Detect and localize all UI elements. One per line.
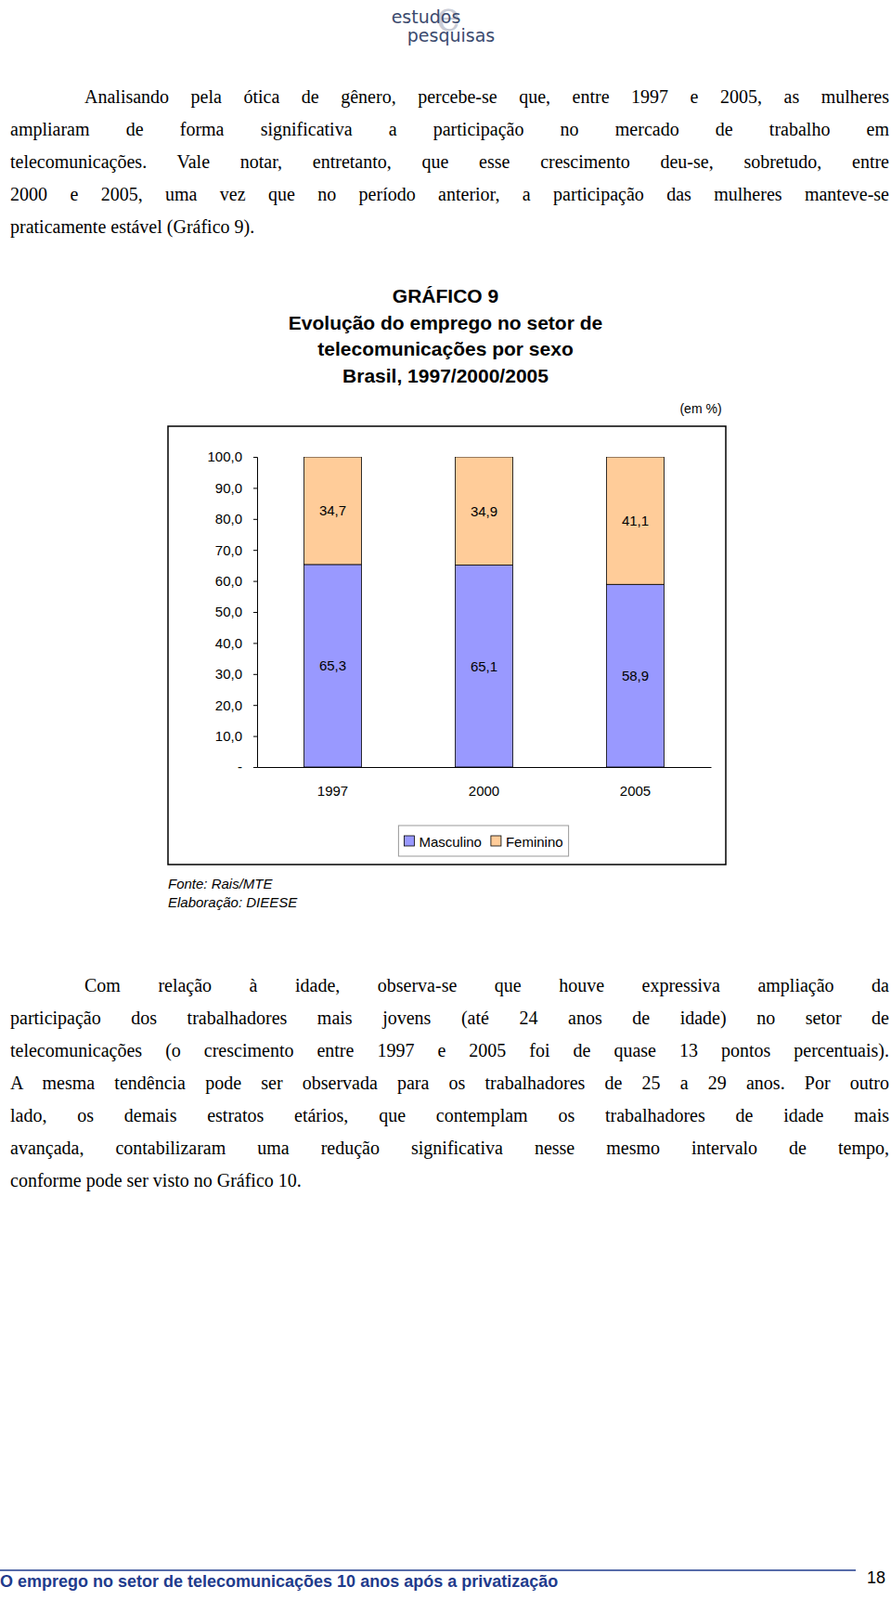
page: eestudospesquisasGRÁFICO 9Evolução do em… (0, 0, 891, 1600)
x-axis-line (258, 766, 712, 768)
chart-subtitle: telecomunicações por sexo (317, 337, 573, 360)
bars (304, 456, 665, 767)
y-tick-label: 100,0 (206, 448, 243, 465)
y-tick-label: 60,0 (215, 572, 243, 589)
y-axis-line (253, 457, 259, 768)
y-tick-mark (253, 736, 258, 737)
y-tick-mark (253, 549, 258, 551)
paragraph-line: participação dos trabalhadores mais jove… (10, 1001, 890, 1034)
y-tick: 40,0 (215, 634, 258, 651)
y-tick-mark (253, 487, 258, 489)
paragraph-line: avançada, contabilizaram uma redução sig… (10, 1131, 890, 1164)
data-label: 34,7 (319, 502, 347, 518)
y-tick: 90,0 (215, 479, 258, 496)
paragraph: Com relação à idade, observa-se que houv… (10, 968, 890, 1197)
y-tick: 60,0 (215, 572, 258, 589)
bar (304, 456, 362, 565)
x-tick: 1997 (317, 782, 349, 799)
data-label: 41,1 (621, 512, 649, 529)
x-tick: 2005 (619, 782, 651, 799)
y-axis: - 10,0 20,0 30,0 40,0 50,0 60,0 70,0 80,0 90,0 100… (206, 448, 258, 775)
paragraph-line: conforme pode ser visto no Gráfico 10. (10, 1163, 890, 1197)
y-tick-mark (253, 673, 258, 675)
footer-text: O emprego no setor de telecomunicações 1… (0, 1571, 558, 1590)
y-tick-mark (253, 766, 258, 768)
y-tick: 70,0 (215, 542, 258, 558)
y-tick-label: 10,0 (215, 727, 243, 744)
y-tick-mark (253, 581, 258, 582)
y-tick-mark (253, 611, 258, 613)
legend-box (398, 825, 569, 856)
y-tick-label: 40,0 (215, 634, 243, 651)
y-tick-mark (253, 456, 258, 458)
chart-source: Elaboração: DIEESE (167, 893, 298, 910)
logo-word: estudos (391, 6, 462, 27)
y-tick: 10,0 (215, 727, 258, 744)
data-label: 65,1 (470, 658, 498, 674)
chart-frame (167, 426, 726, 865)
y-tick-label: 30,0 (215, 665, 243, 682)
logo-word: pesquisas (407, 25, 495, 46)
chart-source: Fonte: Rais/MTE (167, 875, 274, 891)
legend-swatch (490, 835, 502, 846)
y-tick-mark (253, 518, 258, 520)
paragraph-line: Com relação à idade, observa-se que houv… (10, 968, 890, 1002)
paragraph: Analisando pela ótica de gênero, percebe… (10, 80, 890, 244)
data-labels: 65,3 65,1 58,9 34,7 34,9 41,1 (319, 502, 649, 684)
y-tick: 30,0 (215, 665, 258, 682)
y-tick-mark (253, 642, 258, 644)
bar (455, 456, 514, 566)
paragraph-line: telecomunicações (o crescimento entre 19… (10, 1033, 890, 1067)
chart-subtitle: Brasil, 1997/2000/2005 (342, 364, 549, 387)
y-tick-label: 80,0 (215, 510, 243, 527)
chart-title: GRÁFICO 9 (392, 284, 499, 307)
y-tick-label: 90,0 (215, 479, 243, 496)
y-tick: - (237, 758, 258, 775)
y-tick: 100,0 (206, 448, 258, 465)
legend-label: Masculino (418, 833, 482, 850)
y-tick-label: 20,0 (215, 697, 243, 713)
legend-label: Feminino (505, 833, 564, 850)
y-tick-label: - (237, 758, 243, 775)
data-label: 65,3 (319, 657, 347, 673)
paragraph-line: A mesma tendência pode ser observada par… (10, 1066, 890, 1099)
paragraph-line: lado, os demais estratos etários, que co… (10, 1098, 890, 1132)
y-tick-label: 70,0 (215, 542, 243, 558)
chart-subtitle: Evolução do emprego no setor de (288, 311, 603, 334)
data-label: 58,9 (621, 667, 649, 684)
x-tick-label: 2005 (619, 782, 651, 799)
legend-swatch (403, 835, 414, 846)
bar (455, 565, 514, 767)
x-tick-label: 2000 (468, 782, 500, 799)
y-tick: 20,0 (215, 697, 258, 713)
bar (606, 583, 665, 767)
y-unit-label: (em %) (679, 400, 722, 416)
paragraph-line: 2000 e 2005, uma vez que no período ante… (10, 178, 890, 211)
x-tick: 2000 (468, 782, 500, 799)
paragraph-line: ampliaram de forma significativa a parti… (10, 113, 890, 146)
bar (304, 564, 362, 767)
y-tick-mark (253, 704, 258, 706)
legend: Masculino Feminino (398, 825, 569, 856)
page-number: 18 (866, 1567, 886, 1587)
paragraph-line: Analisando pela ótica de gênero, percebe… (10, 80, 890, 114)
y-tick: 80,0 (215, 510, 258, 527)
data-label: 34,9 (470, 503, 498, 519)
y-tick: 50,0 (215, 603, 258, 620)
paragraph-line: telecomunicações. Vale notar, entretanto… (10, 145, 890, 179)
x-axis: 1997 2000 2005 (258, 767, 712, 799)
x-tick-label: 1997 (317, 782, 349, 799)
paragraph-line: praticamente estável (Gráfico 9). (10, 210, 890, 244)
y-tick-label: 50,0 (215, 603, 243, 620)
bar (606, 456, 665, 584)
footer-rule (0, 1568, 856, 1571)
